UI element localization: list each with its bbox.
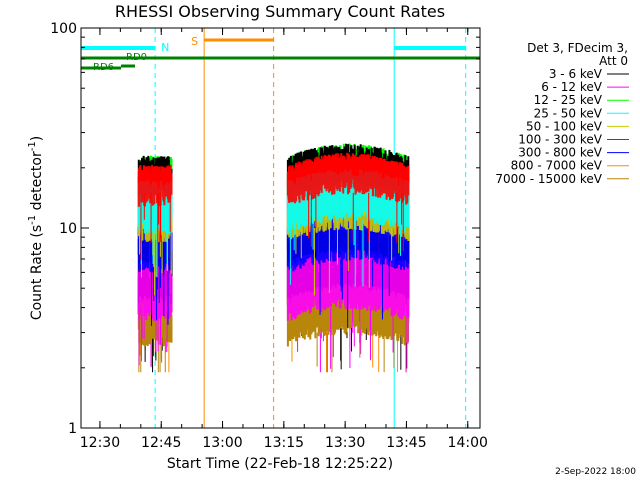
legend-label: 6 - 12 keV [541, 80, 603, 94]
night-label: N [161, 41, 169, 54]
timestamp: 2-Sep-2022 18:00 [555, 467, 636, 477]
y-tick-label: 100 [50, 21, 77, 37]
y-axis-label-main: Count Rate (s [29, 225, 45, 320]
legend-label: 300 - 800 keV [518, 146, 602, 160]
x-tick-label: 13:15 [264, 435, 304, 451]
y-axis-label-sup2: -1 [27, 141, 38, 151]
x-tick-label: 12:45 [141, 435, 181, 451]
series-6-12kev [137, 248, 410, 373]
legend-label: 25 - 50 keV [534, 106, 603, 120]
axes: 12:30 12:45 13:00 13:15 13:30 13:45 14:00 1 10 10… [50, 21, 488, 451]
x-tick-label: 13:00 [202, 435, 242, 451]
y-axis-label: Count Rate (s-1 detector-1) [27, 136, 45, 320]
legend-label: 800 - 7000 keV [511, 159, 603, 173]
legend-label: 50 - 100 keV [526, 119, 603, 133]
y-axis-label-end: ) [29, 136, 45, 141]
x-tick-label: 13:45 [386, 435, 426, 451]
y-tick-label: 1 [68, 421, 77, 437]
y-tick-label: 10 [59, 221, 77, 237]
x-tick-label: 13:30 [325, 435, 365, 451]
series-trace [286, 153, 410, 205]
y-axis-label-mid: detector [29, 151, 45, 215]
rd6-label: RD6 [93, 62, 114, 73]
x-tick-label: 14:00 [448, 435, 488, 451]
legend-label: 7000 - 15000 keV [495, 172, 602, 186]
plot-area: N S RD0 RD6 [80, 28, 480, 428]
legend-label: 100 - 300 keV [518, 133, 602, 147]
legend-header-line-2: Att 0 [599, 54, 628, 68]
chart-title: RHESSI Observing Summary Count Rates [115, 2, 445, 21]
legend-header-line-1: Det 3, FDecim 3, [527, 41, 628, 55]
series-100-300kev [137, 153, 410, 260]
y-axis-label-sup: -1 [27, 215, 38, 225]
rd0-label: RD0 [126, 52, 147, 63]
saa-label: S [191, 35, 198, 48]
legend-label: 12 - 25 keV [534, 93, 603, 107]
x-tick-label: 12:30 [80, 435, 120, 451]
legend-label: 3 - 6 keV [549, 67, 603, 81]
x-axis-label: Start Time (22-Feb-18 12:25:22) [167, 456, 393, 472]
